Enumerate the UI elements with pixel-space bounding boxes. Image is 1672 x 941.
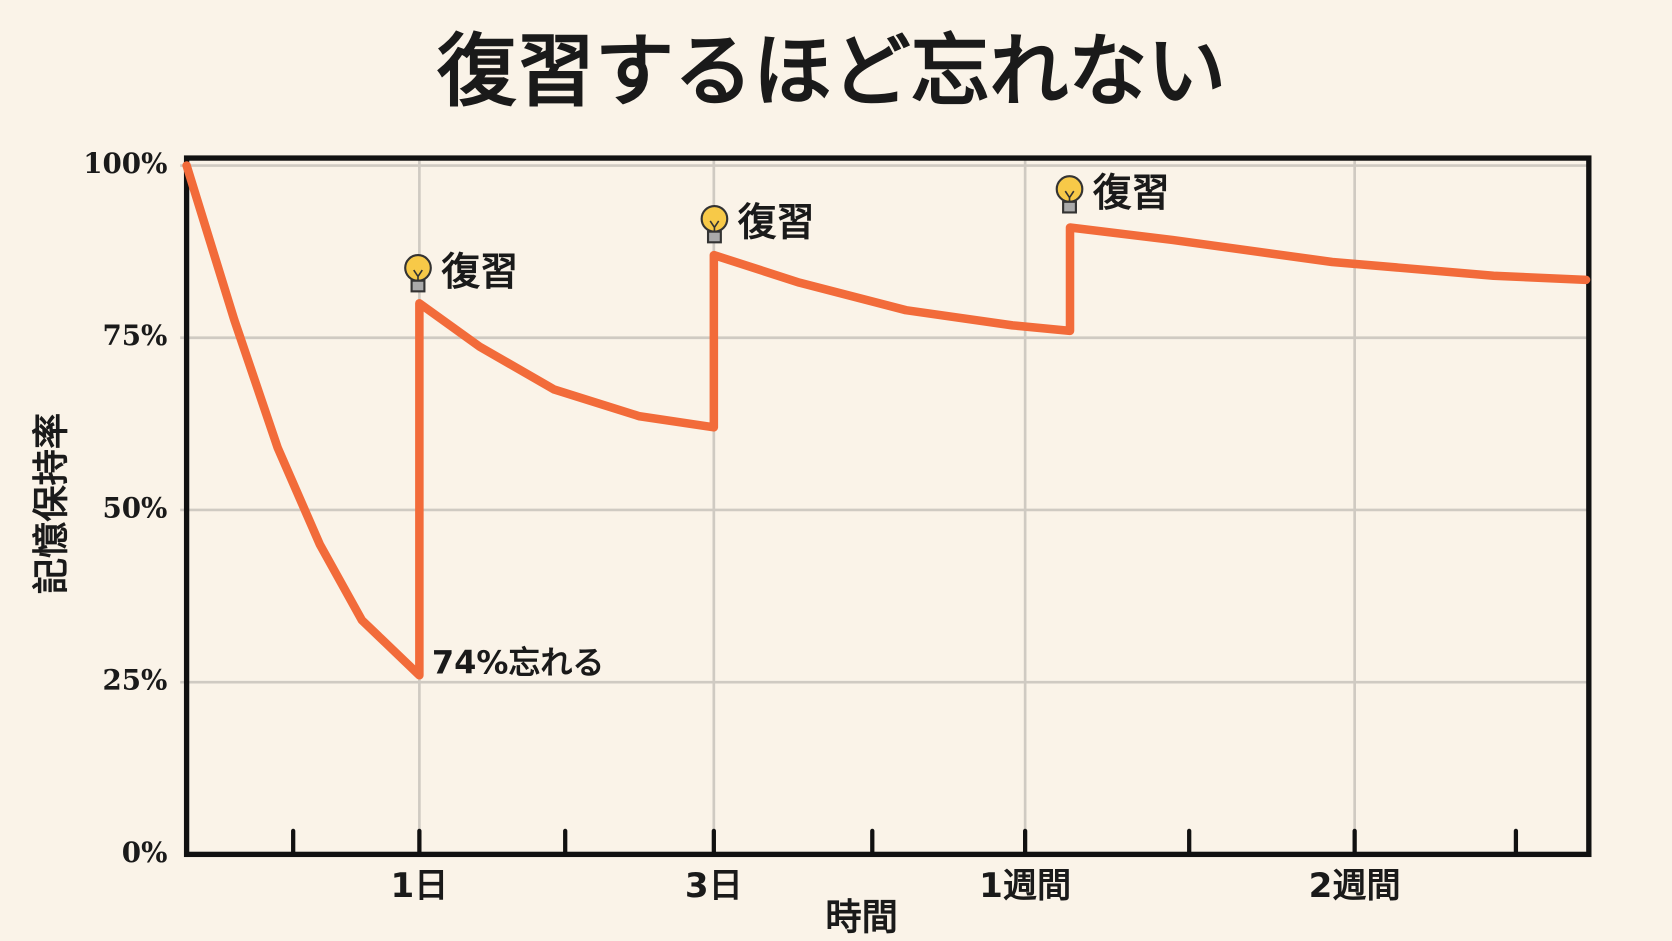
bulb-filament <box>709 220 720 232</box>
y-tick-label: 25% <box>102 664 167 697</box>
y-tick-label: 50% <box>102 491 167 524</box>
y-tick-label: 75% <box>102 319 167 352</box>
plot-frame <box>183 155 1592 858</box>
bulb-filament <box>1064 190 1075 202</box>
x-tick-label: 3日 <box>685 866 743 906</box>
bulb-icon <box>700 204 729 244</box>
bulb-filament <box>413 269 423 281</box>
annotation: 74%忘れる <box>432 644 604 682</box>
annotation: 復習 <box>440 250 518 295</box>
y-tick-label: 100% <box>83 147 167 180</box>
annotation: 復習 <box>1092 171 1170 216</box>
chart-title: 復習するほど忘れない <box>436 25 1226 117</box>
bulb-base <box>706 230 722 244</box>
x-tick-label: 2週間 <box>1309 866 1401 906</box>
y-axis-label: 記憶保持率 <box>29 413 72 594</box>
x-axis-label: 時間 <box>825 895 898 938</box>
x-tick-label: 1日 <box>390 866 448 906</box>
bulb-base <box>1062 200 1077 214</box>
y-tick-label: 0% <box>122 836 168 869</box>
bulb-base <box>410 279 426 293</box>
bulb-icon <box>1055 175 1084 214</box>
bulb-icon <box>404 254 432 293</box>
annotation: 復習 <box>737 201 815 246</box>
x-tick-label: 1週間 <box>979 866 1071 906</box>
line-series <box>182 161 1591 680</box>
